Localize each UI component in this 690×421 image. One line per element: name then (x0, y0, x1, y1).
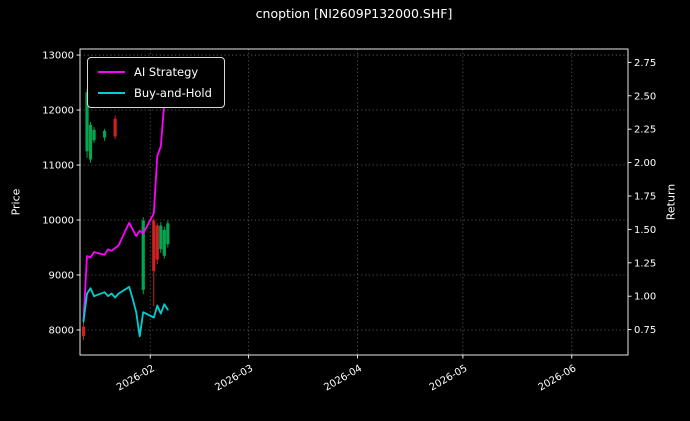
gridlines (80, 49, 628, 355)
candle-body (152, 220, 156, 272)
return-tick-label: 1.00 (634, 292, 656, 303)
price-tick-label: 12000 (42, 106, 74, 117)
date-tick-label: 2026-03 (213, 363, 255, 393)
date-tick-label: 2026-04 (322, 363, 364, 393)
date-tick-label: 2026-05 (428, 363, 470, 393)
candle-body (155, 225, 159, 260)
date-tick-label: 2026-02 (115, 363, 157, 393)
price-tick-label: 10000 (42, 216, 74, 227)
return-tick-label: 2.25 (634, 125, 656, 136)
chart-title: cnoption [NI2609P132000.SHF] (255, 6, 453, 21)
return-tick-label: 2.75 (634, 58, 656, 69)
candle-body (141, 220, 145, 290)
price-tick-label: 9000 (49, 270, 74, 281)
return-tick-label: 1.25 (634, 258, 656, 269)
candle-body (159, 225, 163, 250)
legend-item-buy-and-hold: Buy-and-Hold (98, 86, 212, 100)
return-tick-label: 2.50 (634, 91, 656, 102)
legend-label-buy-and-hold: Buy-and-Hold (134, 86, 212, 100)
candle-body (113, 118, 117, 137)
buy-and-hold-line (82, 285, 169, 338)
legend-item-ai-strategy: AI Strategy (98, 65, 212, 79)
return-tick-label: 1.50 (634, 225, 656, 236)
plot-border (79, 48, 629, 356)
candle-body (162, 229, 166, 256)
candle-body (88, 124, 93, 160)
candle-body (166, 223, 170, 245)
candles-layer (81, 89, 170, 340)
ai-strategy-line (82, 70, 169, 322)
price-tick-label: 13000 (42, 51, 74, 62)
candle-body (92, 129, 96, 141)
return-tick-label: 1.75 (634, 191, 656, 202)
candle-body (81, 326, 86, 337)
legend: AI Strategy Buy-and-Hold (87, 57, 225, 108)
price-tick-label: 11000 (42, 161, 74, 172)
legend-label-ai-strategy: AI Strategy (134, 65, 199, 79)
axis-ticks (76, 54, 632, 359)
ai-strategy-line-swatch (98, 71, 125, 73)
return-tick-label: 2.00 (634, 158, 656, 169)
candle-body (85, 92, 89, 152)
candle-body (102, 130, 107, 138)
buy-and-hold-line-swatch (98, 92, 125, 94)
price-tick-label: 8000 (49, 325, 74, 336)
date-tick-label: 2026-06 (537, 363, 579, 393)
return-tick-label: 0.75 (634, 325, 656, 336)
